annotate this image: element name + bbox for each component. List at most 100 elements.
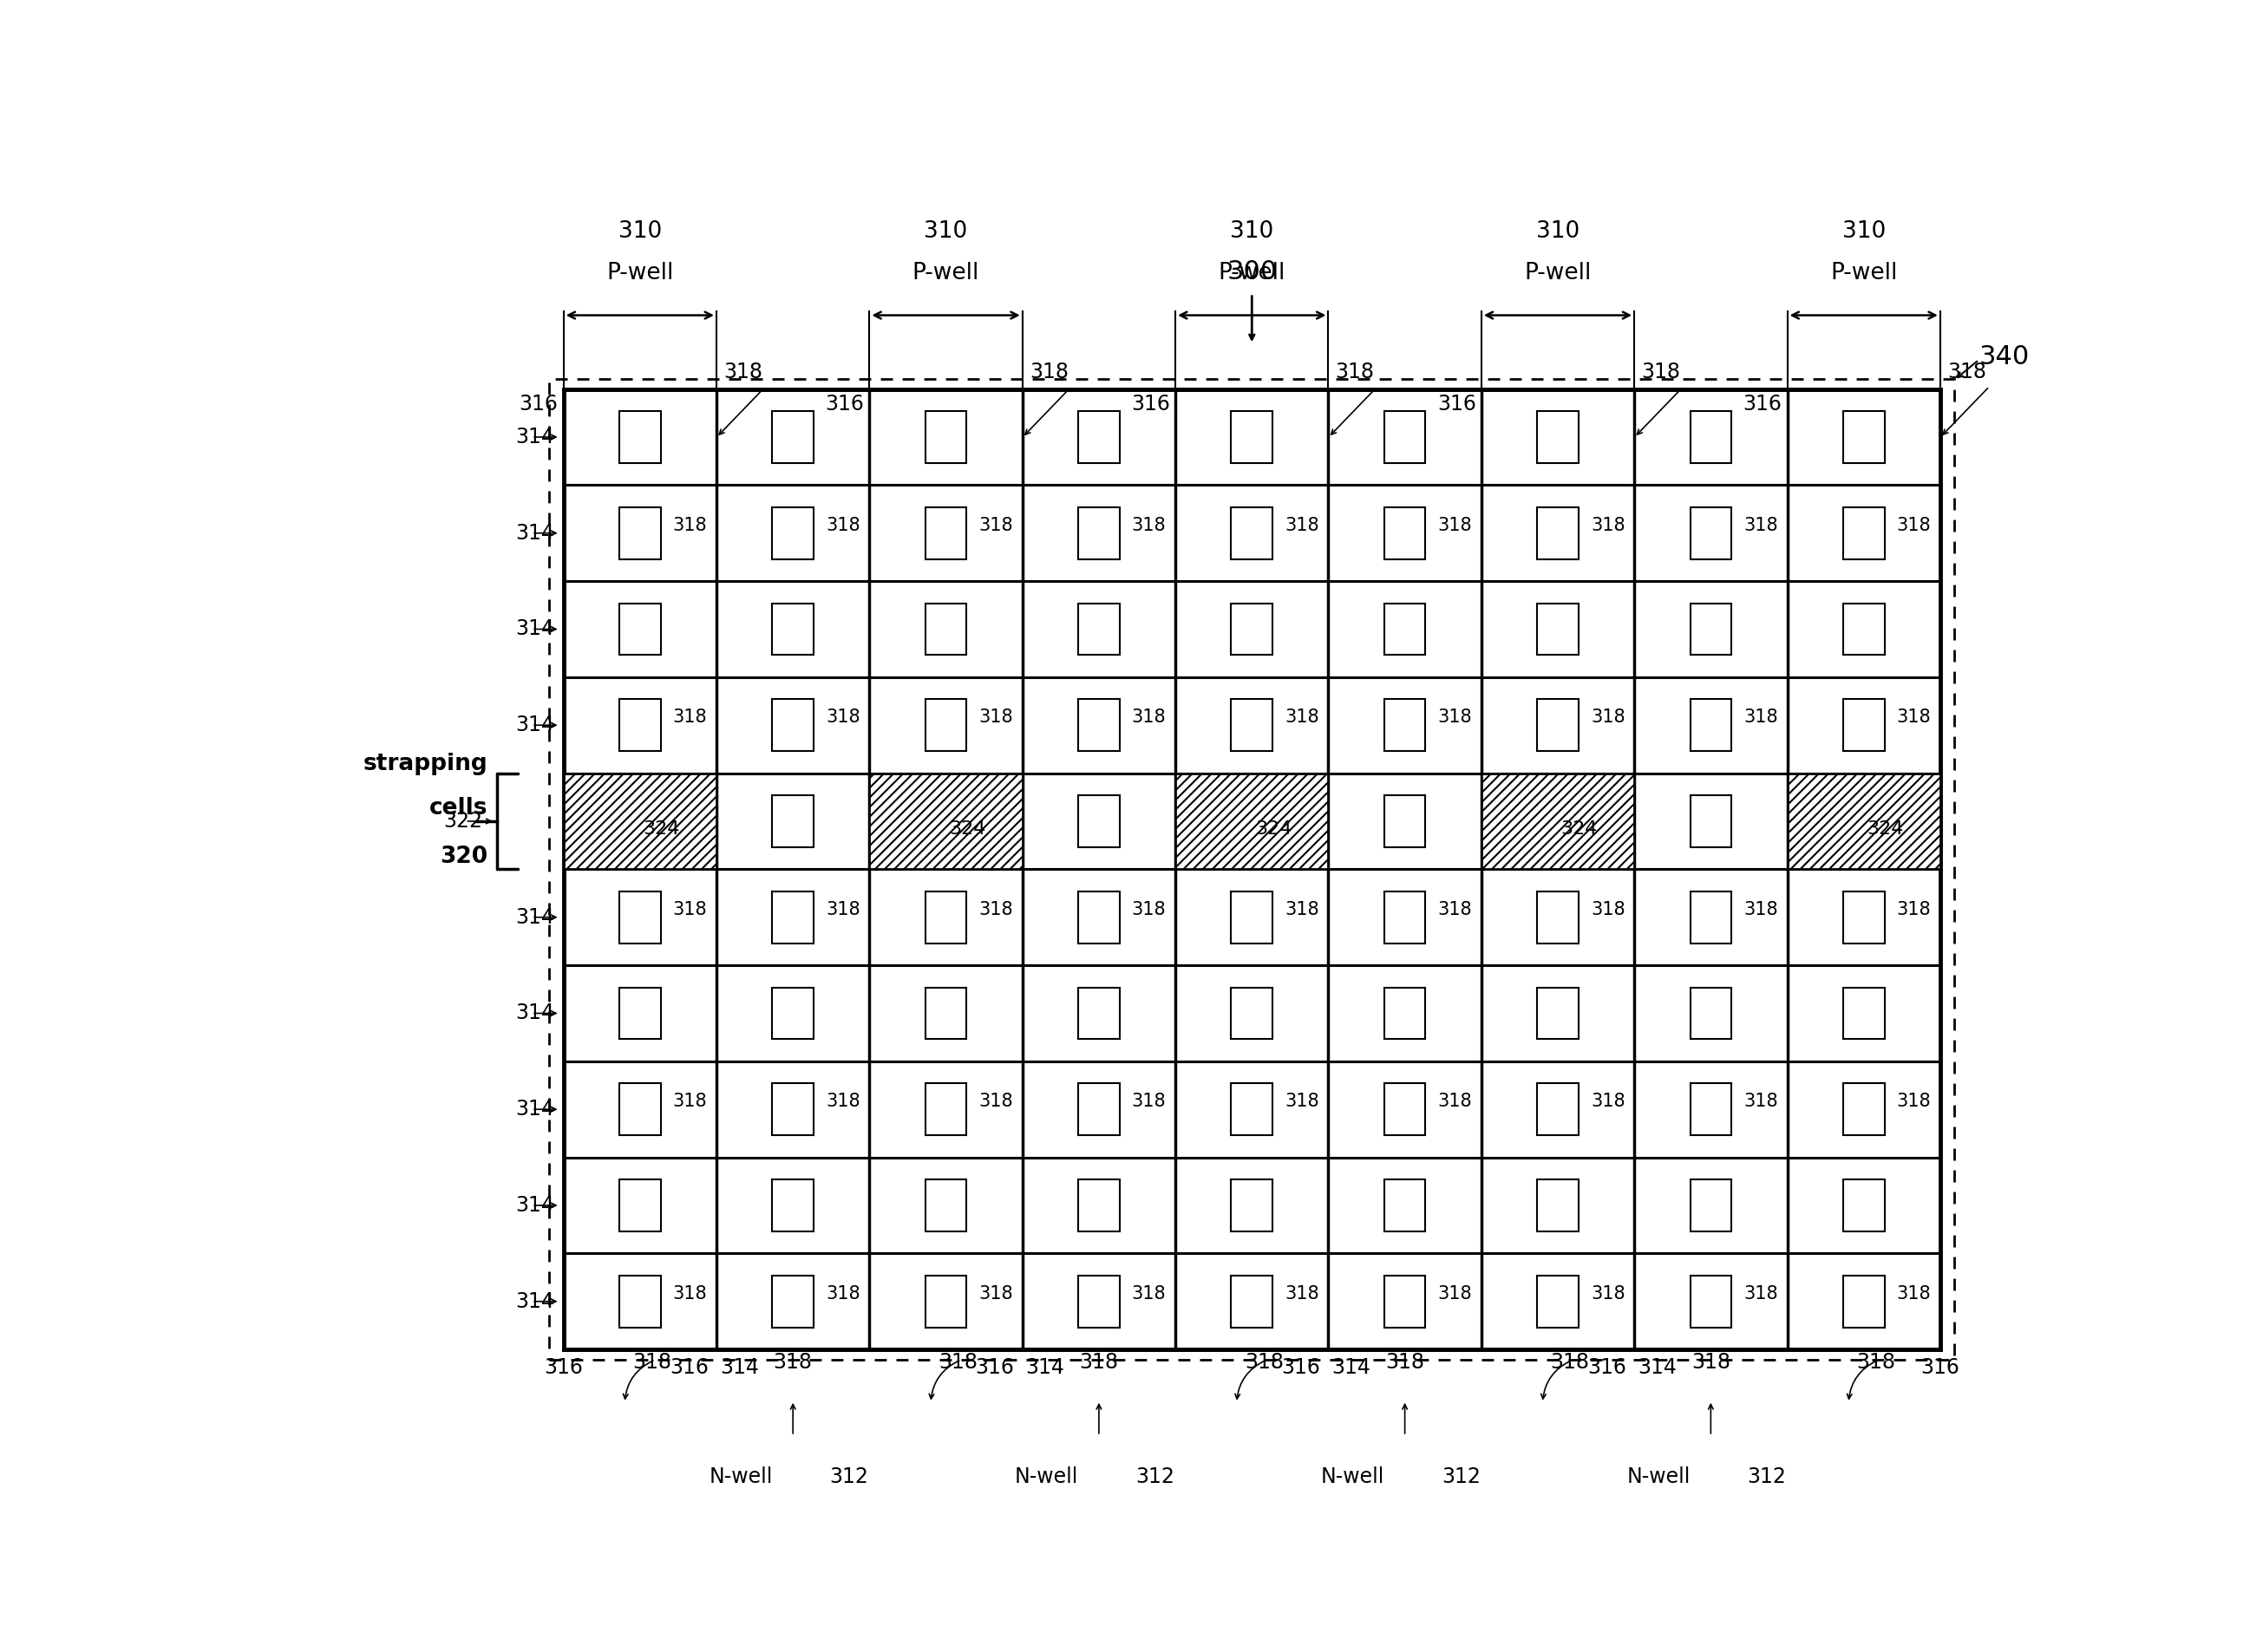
Text: 318: 318 (1132, 517, 1165, 534)
Bar (1537, 507, 1580, 558)
Bar (1690, 1084, 1731, 1135)
Text: 316: 316 (543, 1356, 584, 1378)
Text: P-well: P-well (1217, 263, 1285, 284)
Text: 318: 318 (1437, 1285, 1473, 1302)
Text: 318: 318 (774, 1351, 812, 1373)
Text: 316: 316 (1586, 1356, 1627, 1378)
Bar (926, 1275, 966, 1327)
Bar (1385, 1275, 1426, 1327)
Text: 318: 318 (672, 1094, 708, 1110)
Bar (926, 892, 966, 943)
Bar (772, 699, 815, 752)
Bar (1231, 1084, 1272, 1135)
Text: 314: 314 (1638, 1356, 1677, 1378)
Bar (1482, 773, 1634, 869)
Text: 318: 318 (1385, 1351, 1423, 1373)
Text: 318: 318 (1896, 1094, 1930, 1110)
Text: 314: 314 (516, 1003, 554, 1024)
Bar (563, 388, 1939, 1350)
Bar (1385, 1180, 1426, 1231)
Bar (1077, 988, 1120, 1039)
Text: 316: 316 (518, 395, 559, 415)
Bar (1231, 507, 1272, 558)
Text: 318: 318 (724, 362, 763, 383)
Bar (1231, 1180, 1272, 1231)
Text: 340: 340 (1978, 345, 2030, 370)
Text: 318: 318 (1285, 900, 1319, 919)
Bar (1385, 795, 1426, 847)
Text: 314: 314 (516, 1194, 554, 1216)
Text: 310: 310 (618, 220, 661, 243)
Text: 318: 318 (1591, 900, 1625, 919)
Text: 318: 318 (826, 1094, 860, 1110)
Bar (550, 378, 1955, 1360)
Bar (620, 603, 661, 656)
Bar (620, 892, 661, 943)
Text: 318: 318 (672, 900, 708, 919)
Bar (1842, 507, 1885, 558)
Text: 318: 318 (1896, 517, 1930, 534)
Text: P-well: P-well (912, 263, 980, 284)
Bar (1077, 892, 1120, 943)
Text: 316: 316 (1921, 1356, 1960, 1378)
Text: 314: 314 (516, 522, 554, 544)
Text: 318: 318 (1132, 709, 1165, 727)
Bar (1537, 603, 1580, 656)
Bar (1077, 1084, 1120, 1135)
Bar (926, 411, 966, 463)
Text: 318: 318 (1335, 362, 1374, 383)
Text: 318: 318 (1079, 1351, 1118, 1373)
Bar (772, 795, 815, 847)
Bar (926, 699, 966, 752)
Bar (1385, 699, 1426, 752)
Bar (772, 603, 815, 656)
Bar (1077, 699, 1120, 752)
Bar (1537, 988, 1580, 1039)
Text: 318: 318 (1745, 1285, 1779, 1302)
Text: 318: 318 (1591, 1285, 1625, 1302)
Bar (1231, 988, 1272, 1039)
Text: strapping: strapping (364, 753, 489, 775)
Text: 324: 324 (948, 821, 987, 838)
Bar (620, 1275, 661, 1327)
Bar (1077, 1275, 1120, 1327)
Text: 318: 318 (1030, 362, 1068, 383)
Bar (1842, 1084, 1885, 1135)
Bar (1231, 699, 1272, 752)
Bar (1788, 773, 1939, 869)
Bar (1690, 795, 1731, 847)
Text: 318: 318 (1437, 1094, 1473, 1110)
Text: 316: 316 (975, 1356, 1014, 1378)
Bar (1077, 507, 1120, 558)
Bar (1231, 1275, 1272, 1327)
Text: 318: 318 (1550, 1351, 1589, 1373)
Text: 310: 310 (923, 220, 969, 243)
Bar (1385, 1084, 1426, 1135)
Text: 318: 318 (980, 900, 1014, 919)
Text: 318: 318 (1285, 517, 1319, 534)
Text: 318: 318 (1896, 1285, 1930, 1302)
Bar (1231, 603, 1272, 656)
Text: 318: 318 (1132, 1094, 1165, 1110)
Text: 310: 310 (1842, 220, 1885, 243)
Text: 316: 316 (1743, 395, 1781, 415)
Text: 316: 316 (826, 395, 864, 415)
Text: 318: 318 (826, 1285, 860, 1302)
Bar (1537, 1180, 1580, 1231)
Text: 324: 324 (1561, 821, 1598, 838)
Bar (620, 1084, 661, 1135)
Text: P-well: P-well (606, 263, 674, 284)
Text: 318: 318 (1132, 900, 1165, 919)
Bar (869, 773, 1023, 869)
Text: 316: 316 (1132, 395, 1170, 415)
Bar (1634, 388, 1788, 1350)
Bar (620, 1180, 661, 1231)
Bar (1537, 411, 1580, 463)
Bar (1174, 388, 1328, 1350)
Text: P-well: P-well (1525, 263, 1591, 284)
Bar (620, 699, 661, 752)
Text: 318: 318 (1591, 709, 1625, 727)
Text: 318: 318 (634, 1351, 672, 1373)
Bar (717, 388, 869, 1350)
Text: 314: 314 (516, 907, 554, 928)
